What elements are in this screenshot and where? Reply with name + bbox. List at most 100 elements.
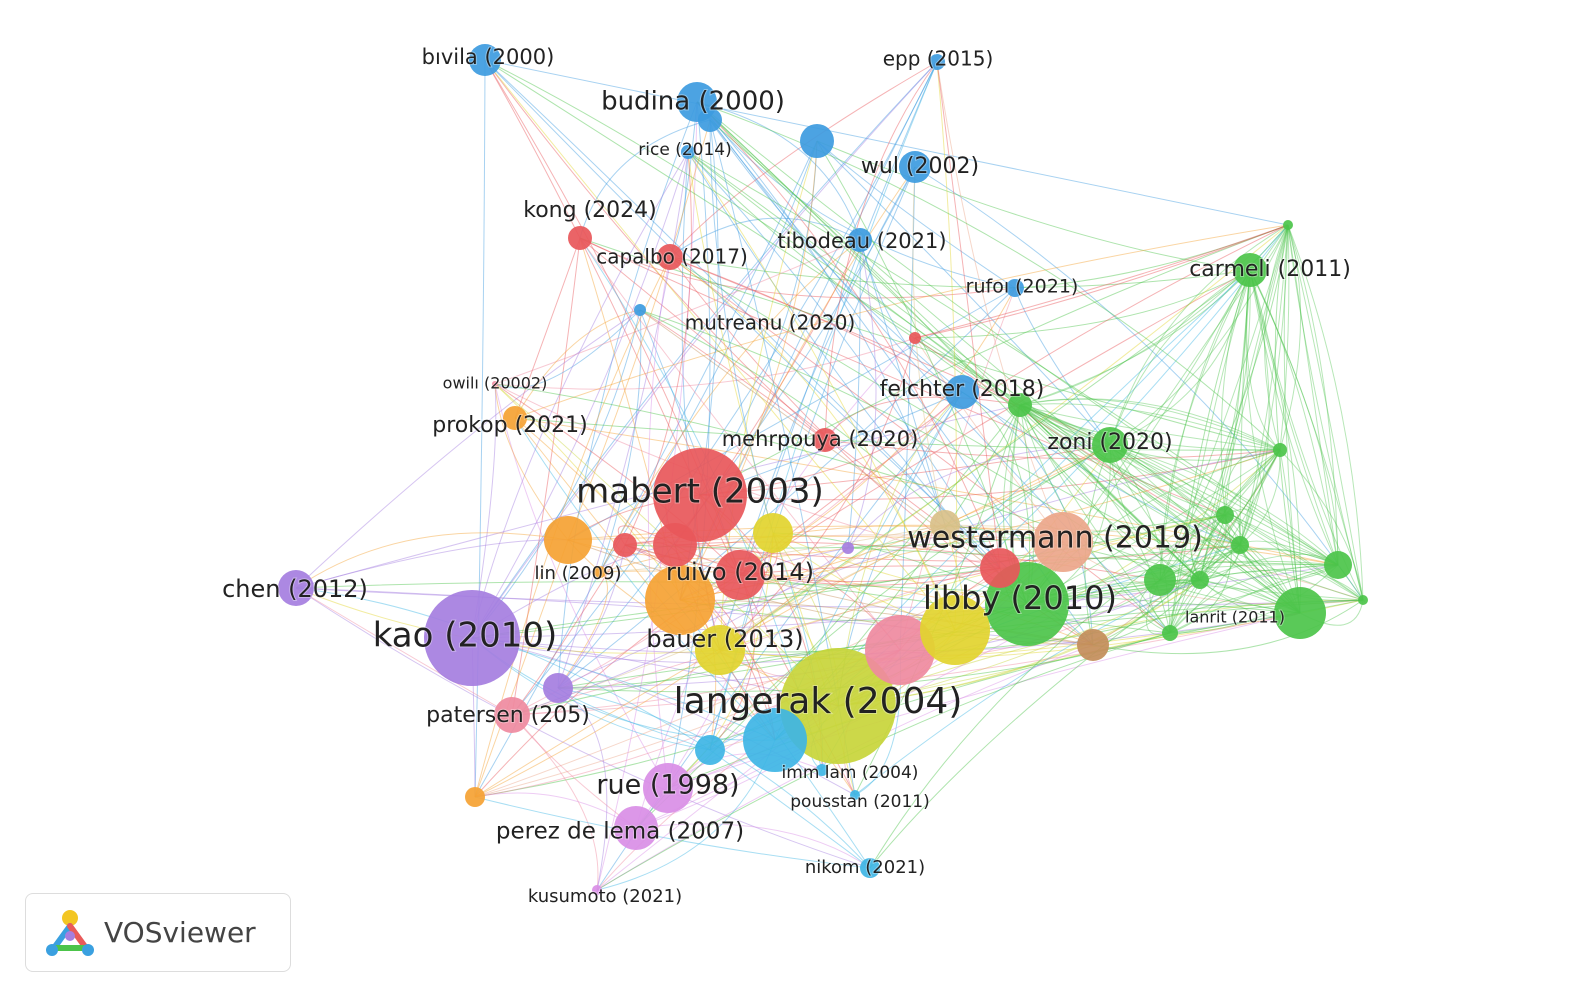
link-edge [699,444,1111,496]
network-node[interactable] [860,858,880,878]
link-edge [471,61,938,639]
network-node[interactable] [743,708,807,772]
link-edge [1019,404,1226,516]
node-label: bıvila (2000) [422,45,555,69]
network-node[interactable] [503,406,527,430]
network-node[interactable] [1233,253,1267,287]
network-node[interactable] [920,595,990,665]
network-node[interactable] [1231,536,1249,554]
link-edge [579,237,1226,516]
network-node[interactable] [816,764,828,776]
link-edge [514,417,776,741]
network-node[interactable] [865,615,935,685]
link-edge [739,166,916,576]
link-edge [1019,398,1281,451]
link-edge [1109,444,1241,546]
network-node[interactable] [492,381,498,387]
network-node[interactable] [980,548,1020,588]
link-edge [719,514,1226,651]
network-node[interactable] [1191,571,1209,589]
network-node[interactable] [469,44,501,76]
node-label: mabert (2003) [576,472,824,512]
network-node[interactable] [594,566,606,578]
link-edge [669,217,861,258]
network-node[interactable] [780,648,896,764]
network-node[interactable] [753,513,793,553]
network-node[interactable] [643,763,693,813]
link-edge [1239,224,1289,546]
node-label: mutreanu (2020) [685,311,856,335]
link-edge [1159,269,1251,581]
network-node[interactable] [544,516,592,564]
network-node[interactable] [850,790,860,800]
link-edge [1169,564,1339,634]
network-node[interactable] [592,885,602,895]
network-node[interactable] [715,550,765,600]
network-node[interactable] [1008,393,1032,417]
network-node[interactable] [695,735,725,765]
link-edge [511,61,938,716]
link-edge [1109,444,1281,461]
link-edge [696,101,1339,566]
network-node[interactable] [653,523,697,567]
network-node[interactable] [930,510,960,540]
link-edge [1019,404,1339,566]
network-node[interactable] [1274,587,1326,639]
network-node[interactable] [1216,506,1234,524]
network-node[interactable] [543,673,573,703]
network-node[interactable] [613,533,637,557]
link-edge [514,224,1289,419]
network-node[interactable] [278,570,314,606]
network-node[interactable] [1358,595,1368,605]
network-node[interactable] [929,54,945,70]
network-node[interactable] [909,332,921,344]
network-node[interactable] [1283,220,1293,230]
link-edge [961,391,1094,646]
network-node[interactable] [653,448,747,542]
link-edge [914,269,1251,339]
network-node[interactable] [645,565,715,635]
link-edge [295,309,641,589]
network-node[interactable] [424,590,520,686]
network-node[interactable] [1077,629,1109,661]
link-edge [295,539,569,589]
network-node[interactable] [695,625,745,675]
link-edge [824,61,938,441]
link-edge [1249,269,1339,566]
network-node[interactable] [899,151,931,183]
network-node[interactable] [657,244,683,270]
link-edge [295,532,569,589]
network-node[interactable] [945,375,979,409]
network-node[interactable] [465,787,485,807]
node-label: ruivo (2014) [666,558,814,586]
link-edge [1109,224,1289,446]
network-node[interactable] [813,428,837,452]
network-node[interactable] [494,697,530,733]
network-node[interactable] [1162,625,1178,641]
network-node[interactable] [681,145,695,159]
vosviewer-logo-icon [46,909,94,956]
link-edge [824,396,1021,441]
node-label: perez de lema (2007) [496,819,744,845]
link-edge [1169,564,1339,634]
network-node[interactable] [614,806,658,850]
network-node[interactable] [1006,279,1024,297]
link-edge [1014,287,1111,446]
network-node[interactable] [634,304,646,316]
link-edge [471,309,641,639]
network-node[interactable] [1144,564,1176,596]
network-node[interactable] [800,124,834,158]
network-node[interactable] [1324,551,1352,579]
network-node[interactable] [568,226,592,250]
link-edge [1169,564,1339,634]
network-node[interactable] [848,228,872,252]
network-node[interactable] [1092,427,1128,463]
network-node[interactable] [1033,512,1093,572]
network-node[interactable] [698,108,722,132]
link-edge [557,571,608,689]
link-edge [696,101,963,393]
network-node[interactable] [842,542,854,554]
link-edge [484,59,1001,569]
link-edge [471,514,1226,639]
network-node[interactable] [1273,443,1287,457]
